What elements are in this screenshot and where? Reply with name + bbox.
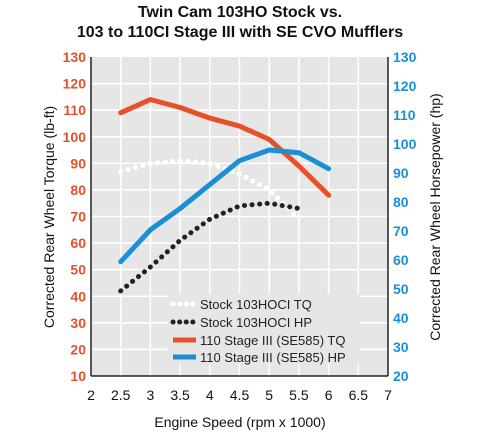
axes: 2 2.5 3 3.5 4 4.5 5 5.5 6 6.5 7 10 20 30 40 50 60 70 80 90 1… — [63, 49, 417, 403]
y-tick-label-right: 80 — [393, 194, 409, 210]
x-tick-label: 5 — [265, 387, 273, 403]
legend-box — [168, 294, 360, 364]
y-tick-label-right: 90 — [393, 165, 409, 181]
y-tick-label-left: 130 — [63, 49, 87, 65]
series-layer — [118, 97, 332, 294]
x-tick-label: 6 — [325, 387, 333, 403]
legend-label-stock-hp: Stock 103HOCI HP — [200, 315, 312, 330]
y-tick-label-right: 130 — [393, 49, 417, 65]
y-tick-label-left: 80 — [70, 182, 86, 198]
series-line-1 — [118, 200, 302, 294]
y-tick-label-right: 110 — [393, 107, 416, 123]
y-tick-label-right: 40 — [393, 310, 409, 326]
series-line-3 — [118, 147, 332, 265]
y-tick-label-left: 120 — [63, 76, 87, 92]
x-tick-label: 3.5 — [170, 387, 190, 403]
y-tick-label-right: 70 — [393, 223, 409, 239]
y-tick-label-right: 120 — [393, 78, 417, 94]
x-tick-label: 6.5 — [349, 387, 369, 403]
y-tick-label-left: 20 — [70, 341, 86, 357]
y-tick-label-left: 70 — [70, 209, 86, 225]
y-axis-label-right: Corrected Rear Wheel Horsepower (hp) — [427, 93, 443, 340]
y-tick-label-left: 10 — [70, 368, 86, 384]
y-tick-label-left: 90 — [70, 155, 86, 171]
y-tick-label-left: 40 — [70, 288, 86, 304]
chart-title-line-1: Twin Cam 103HO Stock vs. — [137, 4, 343, 21]
y-tick-label-right: 60 — [393, 252, 409, 268]
x-tick-label: 7 — [384, 387, 392, 403]
y-tick-label-right: 20 — [393, 368, 409, 384]
x-tick-label: 4 — [206, 387, 214, 403]
legend-label-stage3-hp: 110 Stage III (SE585) HP — [200, 350, 346, 365]
x-tick-label: 5.5 — [289, 387, 309, 403]
series-line-2 — [118, 97, 332, 198]
legend: Stock 103HOCI TQ Stock 103HOCI HP 110 St… — [168, 294, 360, 365]
y-tick-label-right: 100 — [393, 136, 417, 152]
y-tick-label-left: 30 — [70, 315, 86, 331]
x-axis-label: Engine Speed (rpm x 1000) — [154, 414, 325, 430]
y-tick-label-right: 30 — [393, 339, 409, 355]
chart-title-line-2: 103 to 110CI Stage III with SE CVO Muffl… — [76, 24, 404, 41]
y-tick-label-left: 50 — [70, 262, 86, 278]
series-line-0 — [118, 158, 302, 222]
x-tick-label: 4.5 — [230, 387, 250, 403]
y-tick-label-right: 50 — [393, 281, 409, 297]
x-tick-label: 2.5 — [111, 387, 131, 403]
y-axis-label-left: Corrected Rear Wheel Torque (lb-ft) — [41, 106, 57, 328]
y-tick-label-left: 100 — [63, 129, 87, 145]
y-tick-label-left: 60 — [70, 235, 86, 251]
y-tick-label-left: 110 — [63, 102, 86, 118]
x-tick-label: 2 — [87, 387, 95, 403]
legend-label-stage3-tq: 110 Stage III (SE585) TQ — [200, 333, 346, 348]
x-tick-label: 3 — [147, 387, 155, 403]
legend-label-stock-tq: Stock 103HOCI TQ — [200, 297, 312, 312]
